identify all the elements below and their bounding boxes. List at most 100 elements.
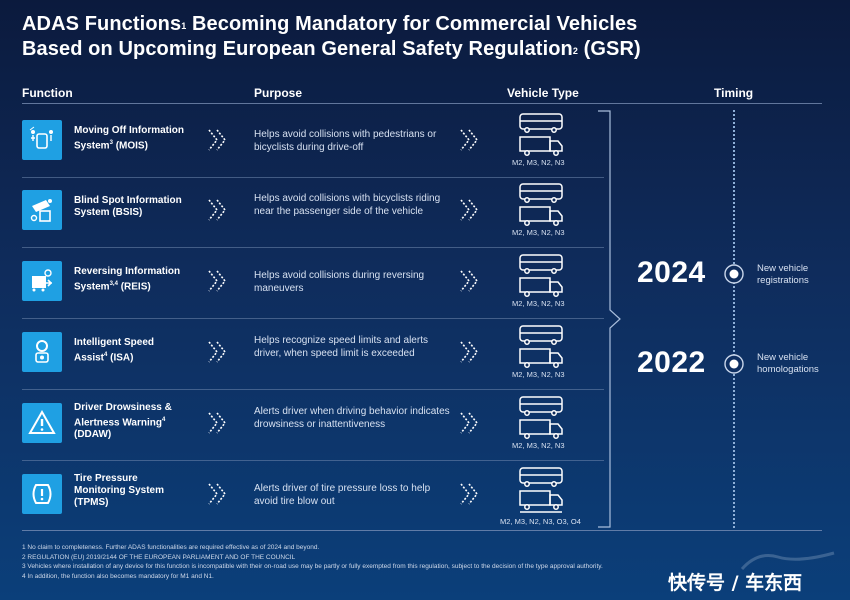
function-name-line: Reversing Information — [74, 266, 181, 277]
row-divider — [22, 318, 604, 319]
footnote: 1 No claim to completeness. Further ADAS… — [22, 544, 320, 551]
double-chevron-icon — [457, 268, 483, 294]
function-name-line: Intelligent Speed — [74, 337, 155, 348]
function-name-text: Monitoring System — [74, 485, 165, 496]
header-timing: Timing — [714, 86, 754, 100]
bracket-icon — [598, 110, 621, 528]
function-name-line: System3 (MOIS) — [74, 137, 224, 152]
function-name: Intelligent Speed Assist4 (ISA) — [74, 337, 224, 364]
purpose-text: Alerts driver when driving behavior indi… — [254, 406, 450, 430]
function-name-text: Alertness Warning — [74, 417, 162, 429]
double-chevron-icon — [457, 481, 483, 507]
watermark-text: 快传号 / 车东西 — [668, 572, 803, 594]
double-chevron-icon — [205, 339, 231, 365]
row-divider — [22, 389, 604, 390]
timing-note-line: New vehicle — [757, 352, 809, 363]
footnote-ref: 4 — [104, 352, 108, 358]
function-name-text: (REIS) — [117, 281, 151, 293]
function-name-text: System — [74, 140, 110, 152]
vehicle-type-label: M2, M3, N2, N3, O3, O4 — [500, 517, 581, 526]
table-row: Blind Spot Information System (BSIS) Helps… — [22, 180, 604, 250]
title-line-1: ADAS Functions1 Becoming Mandatory for C… — [22, 12, 641, 37]
vehicle-type-label: M2, M3, N2, N3 — [512, 228, 565, 237]
purpose-text: Helps avoid collisions with pedestrians … — [254, 129, 437, 153]
double-chevron-icon — [457, 410, 483, 436]
table-row: Intelligent Speed Assist4 (ISA) Helps reco… — [22, 322, 604, 392]
blind-spot-icon — [22, 190, 62, 230]
function-name-line: System (BSIS) — [74, 207, 224, 219]
row-divider — [22, 460, 604, 461]
function-name-text: System (BSIS) — [74, 207, 143, 218]
vehicle-type-label: M2, M3, N2, N3 — [512, 158, 565, 167]
tire-pressure-icon — [22, 474, 62, 514]
function-name-line: Monitoring System — [74, 485, 224, 497]
function-name: Blind Spot Information System (BSIS) — [74, 195, 224, 219]
function-name-text: Assist — [74, 352, 105, 364]
vehicle-icon — [518, 395, 566, 448]
title-text: (GSR) — [577, 38, 641, 60]
year-2024: 2024 — [637, 256, 706, 289]
footnote-ref: 3,4 — [109, 281, 118, 287]
function-name-line: Assist4 (ISA) — [74, 349, 224, 364]
function-name-line: (DDAW) — [74, 429, 112, 441]
footnote: 4 In addition, the function also becomes… — [22, 572, 214, 580]
double-chevron-icon — [457, 339, 483, 365]
table-row: Tire Pressure Monitoring System (TPMS) Aler… — [22, 464, 604, 534]
function-name-line: Tire Pressure — [74, 473, 138, 484]
vehicle-icon — [518, 253, 566, 306]
title-text: ADAS Functions — [22, 13, 182, 35]
header-divider — [22, 103, 822, 104]
double-chevron-icon — [457, 127, 483, 153]
footnote: 2 REGULATION (EU) 2019/2144 OF THE EUROP… — [22, 553, 296, 561]
table-row: Moving Off Information System3 (MOIS) Help… — [22, 110, 604, 180]
watermark-logo-icon — [740, 551, 835, 571]
timing-note-line: homologations — [757, 364, 819, 375]
function-name-text: (MOIS) — [112, 140, 148, 152]
function-name-line: (TPMS) — [74, 497, 109, 508]
vehicle-icon — [518, 324, 566, 377]
double-chevron-icon — [205, 410, 231, 436]
drowsiness-warning-icon — [22, 403, 62, 443]
purpose-text: Helps recognize speed limits and alerts … — [254, 335, 428, 359]
timeline-marker-icon — [724, 354, 744, 374]
footnote-ref: 3 — [109, 140, 113, 146]
purpose-text: Helps avoid collisions with bicyclists r… — [254, 193, 441, 217]
timeline-line — [733, 110, 735, 528]
footnotes: 1 No claim to completeness. Further ADAS… — [22, 543, 603, 581]
moving-off-icon — [22, 120, 62, 160]
function-name: Reversing Information System3,4 (REIS) — [74, 266, 224, 293]
reversing-icon — [22, 261, 62, 301]
timing-note-line: registrations — [757, 275, 809, 286]
vehicle-type-label: M2, M3, N2, N3 — [512, 441, 565, 450]
page-title: ADAS Functions1 Becoming Mandatory for C… — [22, 12, 641, 62]
function-name-line: Alertness Warning4 — [74, 414, 224, 429]
function-name: Driver Drowsiness & Alertness Warning4 (DD… — [74, 402, 224, 441]
row-divider — [22, 177, 604, 178]
vehicle-icon — [518, 182, 566, 235]
header-vehicle-type: Vehicle Type — [507, 86, 579, 100]
double-chevron-icon — [205, 197, 231, 223]
function-name-text: System — [74, 281, 110, 293]
timing-note-line: New vehicle — [757, 263, 809, 274]
purpose-text: Helps avoid collisions during reversing … — [254, 270, 425, 294]
header-purpose: Purpose — [254, 86, 303, 100]
title-line-2: Based on Upcoming European General Safet… — [22, 37, 641, 62]
title-text: Based on Upcoming European General Safet… — [22, 38, 573, 60]
title-text: Becoming Mandatory for Commercial Vehicl… — [186, 13, 638, 35]
vehicle-icon — [518, 466, 566, 519]
purpose-text: Alerts driver of tire pressure loss to h… — [254, 483, 431, 507]
speed-sign-icon — [22, 332, 62, 372]
footnote-ref: 2 — [572, 46, 578, 56]
year-2022: 2022 — [637, 346, 706, 379]
vehicle-type-label: M2, M3, N2, N3 — [512, 299, 565, 308]
double-chevron-icon — [205, 127, 231, 153]
function-name-line: Blind Spot Information — [74, 195, 182, 206]
double-chevron-icon — [457, 197, 483, 223]
footnote-ref: 1 — [181, 21, 187, 31]
function-name-line: System3,4 (REIS) — [74, 278, 224, 293]
timeline-marker-icon — [724, 264, 744, 284]
table-row: Driver Drowsiness & Alertness Warning4 (DD… — [22, 393, 604, 463]
function-name: Tire Pressure Monitoring System (TPMS) — [74, 473, 224, 509]
vehicle-type-label: M2, M3, N2, N3 — [512, 370, 565, 379]
vehicle-icon — [518, 112, 566, 165]
